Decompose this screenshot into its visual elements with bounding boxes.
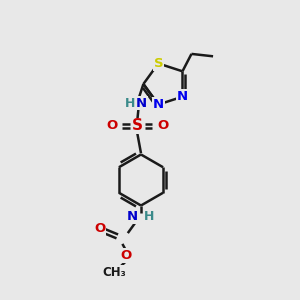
Text: O: O (158, 119, 169, 133)
Text: N: N (127, 210, 138, 224)
Text: O: O (106, 119, 117, 133)
Text: H: H (144, 210, 154, 224)
Text: H: H (125, 97, 136, 110)
Text: O: O (94, 222, 105, 235)
Text: S: S (154, 57, 163, 70)
Text: N: N (153, 98, 164, 111)
Text: S: S (132, 118, 143, 134)
Text: N: N (136, 97, 147, 110)
Text: O: O (120, 249, 132, 262)
Text: CH₃: CH₃ (102, 266, 126, 279)
Text: N: N (177, 90, 188, 103)
